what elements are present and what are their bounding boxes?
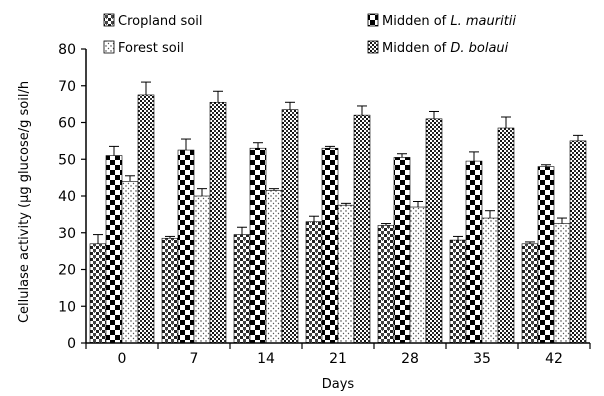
bar-series-1-day-0 [105,155,123,344]
bar-series-3-day-21 [353,114,371,344]
bar-series-1-day-14 [249,147,267,344]
y-tick-label: 20 [58,263,76,279]
bar-series-0-day-7 [161,237,179,344]
legend-label-0: Cropland soil [118,14,203,29]
x-tick-label: 42 [545,351,563,367]
bar-series-1-day-35 [465,160,483,344]
bar-series-1-day-28 [393,157,411,344]
y-ticks: 0 10 20 30 40 50 60 70 80 [58,42,86,352]
legend: Cropland soil Midden of L. mauritii Forest… [103,13,516,56]
bar-series-2-day-42 [553,223,571,344]
bar-series-3-day-35 [497,127,515,344]
y-tick-label: 30 [58,226,76,242]
y-tick-label: 50 [58,152,76,168]
bar-series-2-day-14 [265,190,283,344]
legend-swatch-1 [367,13,379,27]
legend-label-3: Midden of D. bolaui [382,41,509,56]
legend-swatch-0 [103,13,115,27]
x-tick-label: 7 [190,351,199,367]
x-axis-label: Days [322,377,355,392]
bar-series-3-day-7 [209,101,227,344]
bar-series-0-day-0 [89,243,107,344]
x-tick-label: 0 [118,351,127,367]
bar-series-2-day-28 [409,206,427,344]
y-tick-label: 60 [58,116,76,132]
x-tick-label: 28 [401,351,419,367]
legend-swatch-3 [367,40,379,54]
legend-label-2: Forest soil [118,41,184,56]
bar-series-2-day-35 [481,217,499,344]
y-tick-label: 70 [58,79,76,95]
legend-label-1: Midden of L. mauritii [382,14,516,29]
x-tick-label: 14 [257,351,275,367]
y-tick-label: 40 [58,189,76,205]
bar-series-2-day-7 [193,195,211,344]
bar-series-1-day-42 [537,166,555,344]
bar-series-0-day-35 [449,239,467,344]
bar-series-0-day-42 [521,243,539,344]
x-tick-label: 21 [329,351,347,367]
legend-swatch-2 [103,40,115,54]
bar-series-0-day-21 [305,221,323,344]
bar-series-2-day-21 [337,204,355,344]
bar-series-0-day-14 [233,234,251,344]
bar-series-3-day-0 [137,94,155,344]
bar-series-3-day-14 [281,109,299,344]
y-tick-label: 10 [58,299,76,315]
bar-series-1-day-7 [177,149,195,344]
bar-series-3-day-42 [569,140,587,344]
bar-series-1-day-21 [321,147,339,344]
x-tick-label: 35 [473,351,491,367]
x-ticks: 0 7 14 21 28 35 42 [85,343,591,367]
bars-layer [89,81,587,344]
bar-series-0-day-28 [377,225,395,344]
bar-series-2-day-0 [121,181,139,344]
bar-series-3-day-28 [425,118,443,344]
y-axis-label: Cellulase activity (µg glucose/g soil/h [17,81,32,323]
y-tick-label: 0 [67,336,76,352]
y-tick-label: 80 [58,42,76,58]
